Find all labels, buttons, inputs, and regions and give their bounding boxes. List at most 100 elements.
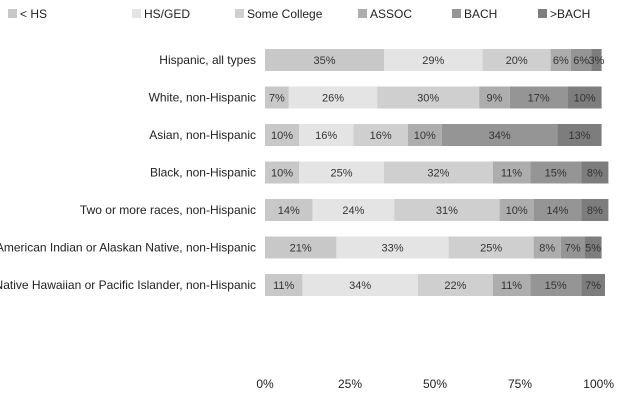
- bar-segment: [533, 236, 561, 259]
- bar-row: Black, non-Hispanic 10% 25% 32% 11% 15% 8%: [150, 161, 609, 184]
- legend-swatch: [235, 9, 244, 18]
- category-label: Native Hawaiian or Pacific Islander, non…: [0, 278, 256, 292]
- x-axis: 0% 25% 50% 75% 100%: [256, 377, 614, 391]
- bar-segment: [567, 86, 602, 109]
- bar-row: American Indian or Alaskan Native, non-H…: [0, 236, 602, 259]
- bar-row: Two or more races, non-Hispanic 14% 24% 31%…: [80, 199, 609, 221]
- legend-item: Some College: [235, 7, 323, 21]
- bar-segment: [581, 274, 605, 296]
- legend-swatch: [8, 9, 17, 18]
- data-label: 16%: [370, 130, 392, 142]
- bar-segment: [384, 161, 493, 184]
- legend-label: HS/GED: [144, 7, 190, 21]
- bar-segment: [571, 49, 592, 71]
- data-label: 10%: [271, 130, 293, 142]
- data-label: 31%: [436, 205, 458, 217]
- data-label: 8%: [539, 243, 555, 255]
- bar-segment: [336, 236, 449, 259]
- data-label: 25%: [330, 168, 352, 180]
- data-label: 34%: [349, 280, 371, 292]
- bar-row: White, non-Hispanic 7% 26% 30% 9% 17% 10%: [149, 86, 602, 109]
- data-label: 16%: [315, 130, 337, 142]
- bar-row: Asian, non-Hispanic 10% 16% 16% 10% 34% 13%: [149, 124, 602, 146]
- bar-segment: [265, 161, 299, 184]
- bar-segment: [530, 161, 582, 184]
- legend: < HS HS/GED Some College ASSOC BACH >BACH: [8, 7, 590, 21]
- legend-label: >BACH: [550, 7, 590, 21]
- category-label: Asian, non-Hispanic: [149, 128, 256, 142]
- data-label: 34%: [489, 130, 511, 142]
- data-label: 7%: [585, 280, 601, 292]
- data-label: 21%: [290, 243, 312, 255]
- legend-item: < HS: [8, 7, 47, 21]
- data-label: 25%: [480, 243, 502, 255]
- data-label: 7%: [269, 93, 285, 105]
- legend-label: ASSOC: [370, 7, 412, 21]
- legend-item: ASSOC: [358, 7, 412, 21]
- bar-segment: [441, 124, 558, 146]
- bar-segment: [581, 199, 609, 221]
- legend-swatch: [358, 9, 367, 18]
- category-label: Two or more races, non-Hispanic: [80, 203, 256, 217]
- bar-segment: [288, 86, 378, 109]
- data-label: 20%: [506, 55, 528, 67]
- bar-segment: [550, 49, 571, 71]
- bar-segment: [265, 236, 337, 259]
- data-label: 10%: [414, 130, 436, 142]
- category-label: Black, non-Hispanic: [150, 166, 256, 180]
- bar-segment: [384, 49, 483, 71]
- bar-segment: [265, 274, 303, 296]
- legend-label: Some College: [247, 7, 323, 21]
- data-label: 32%: [427, 168, 449, 180]
- bar-segment: [265, 86, 289, 109]
- bar-segment: [312, 199, 395, 221]
- bar-segment: [591, 49, 602, 71]
- x-tick-label: 75%: [508, 377, 532, 391]
- data-label: 5%: [585, 243, 601, 255]
- bar-segment: [353, 124, 408, 146]
- data-label: 9%: [487, 93, 503, 105]
- data-label: 33%: [381, 243, 403, 255]
- data-label: 10%: [574, 93, 596, 105]
- bar-segment: [499, 199, 534, 221]
- bar-segment: [265, 49, 384, 71]
- bar-segment: [560, 236, 585, 259]
- bar-segment: [509, 86, 568, 109]
- data-label: 11%: [501, 280, 522, 292]
- legend-item: HS/GED: [132, 7, 190, 21]
- legend-item: BACH: [452, 7, 497, 21]
- x-tick-label: 0%: [256, 377, 274, 391]
- chart-rows: Hispanic, all types 35% 29% 20% 6% 6% 3%White,…: [0, 49, 609, 296]
- legend-label: BACH: [464, 7, 497, 21]
- bar-segment: [418, 274, 493, 296]
- bar-segment: [299, 161, 384, 184]
- bar-segment: [482, 49, 551, 71]
- data-label: 22%: [444, 280, 466, 292]
- bar-segment: [479, 86, 510, 109]
- data-label: 17%: [528, 93, 550, 105]
- bar-segment: [557, 124, 602, 146]
- data-label: 14%: [278, 205, 300, 217]
- legend-label: < HS: [20, 7, 47, 21]
- bar-segment: [492, 274, 531, 296]
- bar-segment: [581, 161, 609, 184]
- data-label: 10%: [506, 205, 528, 217]
- bar-segment: [265, 199, 313, 221]
- data-label: 7%: [565, 243, 581, 255]
- data-label: 30%: [417, 93, 439, 105]
- data-label: 29%: [422, 55, 444, 67]
- bar-segment: [533, 199, 582, 221]
- bar-segment: [302, 274, 418, 296]
- x-tick-label: 25%: [338, 377, 362, 391]
- data-label: 10%: [271, 168, 293, 180]
- bar-segment: [530, 274, 582, 296]
- legend-item: >BACH: [538, 7, 590, 21]
- bar-row: Hispanic, all types 35% 29% 20% 6% 6% 3%: [159, 49, 605, 71]
- x-tick-label: 50%: [423, 377, 447, 391]
- bar-segment: [492, 161, 531, 184]
- category-label: American Indian or Alaskan Native, non-H…: [0, 241, 256, 255]
- data-label: 24%: [342, 205, 364, 217]
- bar-segment: [265, 124, 299, 146]
- data-label: 14%: [546, 205, 568, 217]
